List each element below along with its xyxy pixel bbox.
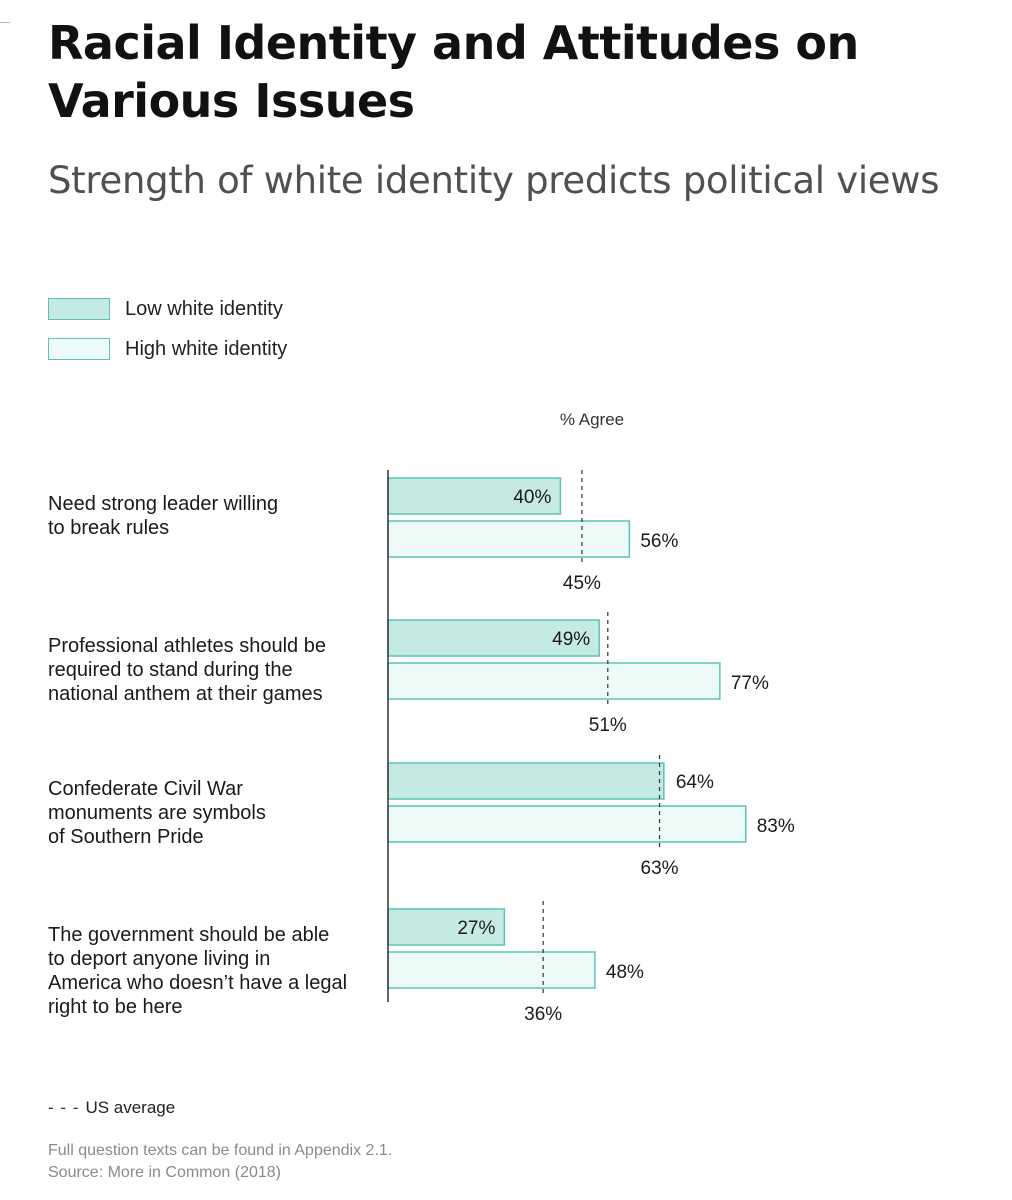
value-label-low-1: 40% [513,487,551,508]
dashed-line-icon: - - - [48,1098,80,1117]
category-label-2: Professional athletes should be required … [48,634,378,706]
value-label-high-4: 48% [606,962,644,983]
category-label-line: America who doesn’t have a legal [48,972,348,994]
value-label-low-2: 49% [552,629,590,650]
value-label-high-3: 83% [757,816,795,837]
category-label-line: national anthem at their games [48,683,323,705]
category-label-line: Confederate Civil War [48,778,243,800]
bar-low-2 [387,619,600,657]
category-label-line: Professional athletes should be [48,635,326,657]
category-label-line: to deport anyone living in [48,948,271,970]
footnote-source: Source: More in Common (2018) [48,1164,281,1181]
category-label-3: Confederate Civil War monuments are symbo… [48,777,378,849]
value-label-high-1: 56% [640,531,678,552]
category-label-4: The government should be able to deport a… [48,923,378,1019]
category-label-line: monuments are symbols [48,802,266,824]
bar-high-2 [387,662,721,700]
category-label-line: of Southern Pride [48,826,204,848]
category-label-line: Need strong leader willing [48,493,279,515]
us-average-legend: - - - US average [48,1098,175,1118]
legend-label-high: High white identity [125,337,288,360]
x-axis-label: % Agree [559,410,625,429]
bar-high-4 [387,951,596,989]
category-label-1: Need strong leader willing to break rules [48,492,378,540]
legend-swatch-high [48,338,110,360]
chart-subtitle: Strength of white identity predicts poli… [48,159,940,202]
us-average-label-1: 45% [563,573,601,594]
category-label-line: to break rules [48,517,170,539]
value-label-high-2: 77% [731,673,769,694]
us-average-label-3: 63% [641,858,679,879]
value-label-low-3: 64% [676,772,714,793]
category-label-line: required to stand during the [48,659,293,681]
legend-item-low: Low white identity [48,296,283,322]
footnote-appendix: Full question texts can be found in Appe… [48,1142,393,1159]
bar-high-3 [387,805,747,843]
corner-mark [0,22,10,23]
us-average-label-4: 36% [524,1004,562,1025]
bar-low-3 [387,762,665,800]
value-label-low-4: 27% [457,918,495,939]
category-label-line: right to be here [48,996,183,1018]
us-average-label-2: 51% [589,715,627,736]
bar-low-1 [387,477,562,515]
legend-swatch-low [48,298,110,320]
us-average-label: US average [85,1098,176,1117]
bar-low-4 [387,908,506,946]
legend-label-low: Low white identity [125,297,283,320]
bar-high-1 [387,520,631,558]
chart-title: Racial Identity and Attitudes on Various… [48,16,859,128]
category-label-line: The government should be able [48,924,330,946]
legend-item-high: High white identity [48,336,287,362]
